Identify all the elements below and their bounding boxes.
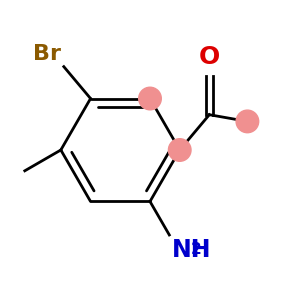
Circle shape xyxy=(139,87,161,110)
Circle shape xyxy=(168,139,191,161)
Text: Br: Br xyxy=(33,44,61,64)
Circle shape xyxy=(236,110,259,133)
Text: 2: 2 xyxy=(191,242,202,257)
Text: NH: NH xyxy=(172,238,212,262)
Text: O: O xyxy=(199,45,220,69)
